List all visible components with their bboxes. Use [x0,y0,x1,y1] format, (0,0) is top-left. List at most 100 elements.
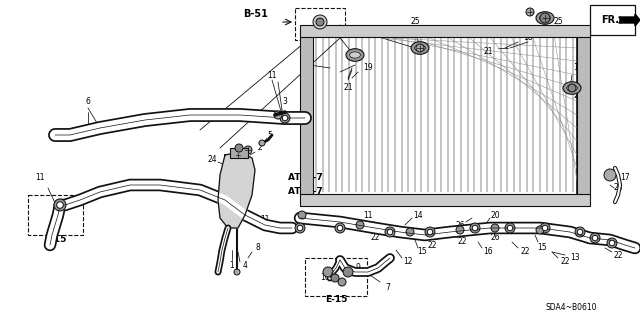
Circle shape [274,111,282,119]
Bar [300,194,590,206]
Text: 8: 8 [255,243,260,253]
Text: 21: 21 [343,84,353,93]
Text: 25: 25 [410,18,420,26]
Bar [590,5,635,35]
Polygon shape [620,14,640,26]
Text: 14: 14 [413,211,423,219]
Circle shape [568,84,576,92]
Text: SDA4~B0610: SDA4~B0610 [545,303,596,313]
Circle shape [609,240,615,246]
Circle shape [356,221,364,229]
Text: 15: 15 [417,248,427,256]
Text: 9: 9 [356,263,360,272]
Circle shape [526,8,534,16]
Text: B-51: B-51 [243,9,268,19]
Bar [300,35,313,195]
Circle shape [472,225,477,231]
Bar [300,25,590,37]
Circle shape [540,13,550,23]
Circle shape [577,229,583,235]
Ellipse shape [349,52,360,58]
Circle shape [235,144,243,152]
Circle shape [331,274,339,282]
Text: E-15: E-15 [44,235,66,244]
Circle shape [406,228,414,236]
Text: 10: 10 [320,273,330,283]
Circle shape [604,169,616,181]
Text: 7: 7 [385,284,390,293]
Ellipse shape [346,49,364,61]
Ellipse shape [411,42,429,54]
Text: 11: 11 [364,211,372,219]
Text: 2: 2 [258,144,262,152]
Circle shape [316,18,324,26]
Text: 17: 17 [620,174,630,182]
Text: 19: 19 [363,63,373,72]
Circle shape [235,152,241,158]
Text: 26: 26 [455,220,465,229]
Circle shape [323,267,333,277]
Text: 22: 22 [613,250,623,259]
Circle shape [259,140,265,146]
Text: FR.: FR. [601,15,619,25]
Bar [295,8,345,40]
Circle shape [244,146,252,154]
Circle shape [297,225,303,231]
Circle shape [508,225,513,231]
Text: 22: 22 [371,234,380,242]
Circle shape [313,15,327,29]
Circle shape [234,269,240,275]
Text: 22: 22 [428,241,436,249]
Text: 22: 22 [560,257,570,266]
Text: 16: 16 [483,248,493,256]
Bar [312,35,577,195]
Text: 24: 24 [207,155,217,165]
Circle shape [298,211,306,219]
Text: 5: 5 [268,130,273,139]
Circle shape [592,235,598,241]
Bar [28,195,83,235]
Text: 3: 3 [283,98,287,107]
Text: 21: 21 [573,91,583,100]
Circle shape [542,225,548,231]
Circle shape [282,115,288,121]
Ellipse shape [563,82,581,94]
Text: 22: 22 [520,248,530,256]
Text: 1: 1 [230,261,234,270]
Ellipse shape [536,12,554,24]
Text: 18: 18 [524,33,532,42]
Circle shape [335,223,345,233]
Circle shape [607,238,617,248]
Circle shape [343,267,353,277]
Circle shape [425,227,435,237]
Circle shape [54,199,66,211]
Bar [230,148,248,158]
Ellipse shape [415,45,426,51]
Text: 25: 25 [553,18,563,26]
Polygon shape [218,152,255,228]
Circle shape [338,278,346,286]
Circle shape [491,224,499,232]
Text: ATM -7: ATM -7 [288,188,323,197]
Circle shape [295,223,305,233]
Text: 22: 22 [457,238,467,247]
Text: ATM -7: ATM -7 [288,174,323,182]
Circle shape [416,44,424,52]
Text: 13: 13 [570,254,580,263]
Circle shape [456,226,464,234]
Circle shape [470,223,480,233]
Circle shape [387,229,393,235]
Circle shape [337,225,343,231]
Text: 4: 4 [243,261,248,270]
Text: 19: 19 [573,63,583,72]
Text: 12: 12 [403,257,413,266]
Circle shape [280,113,290,123]
Circle shape [590,233,600,243]
Text: 15: 15 [537,243,547,253]
Circle shape [385,227,395,237]
Text: 20: 20 [490,211,500,219]
Text: 11: 11 [268,70,276,79]
Circle shape [540,223,550,233]
Circle shape [57,202,63,208]
Circle shape [575,227,585,237]
